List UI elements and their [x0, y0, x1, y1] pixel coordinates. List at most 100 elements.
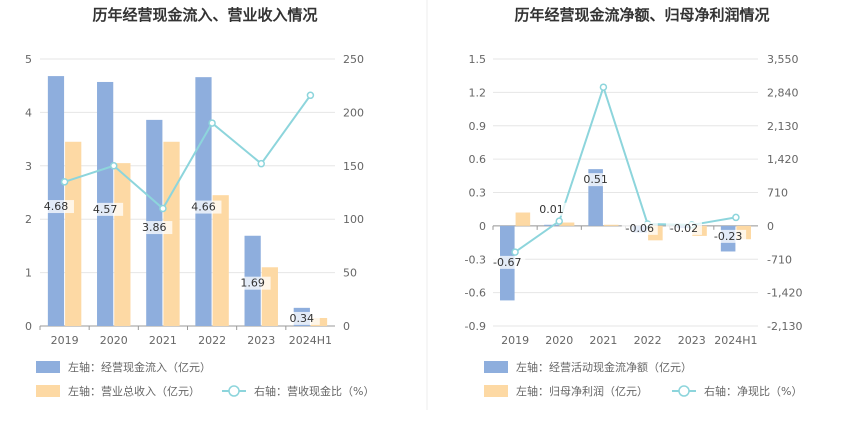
data-label: -0.06 [626, 222, 654, 235]
right-axis-tick-label: -2,130 [767, 320, 802, 333]
data-label-bg [185, 200, 222, 214]
data-label-bg [87, 202, 124, 216]
legend-label: 左轴：归母净利润（亿元） [516, 384, 648, 398]
bar-secondary [515, 212, 531, 226]
data-label: 0.34 [290, 312, 315, 325]
legend-bar-swatch [36, 361, 60, 373]
right-axis-tick-label: 3,550 [767, 53, 799, 66]
right-axis-tick-label: 2,130 [767, 120, 799, 133]
bar-secondary [559, 222, 575, 226]
right-axis-tick-label: 200 [343, 106, 364, 119]
ratio-point [257, 159, 265, 168]
right-axis-tick-label: 2,840 [767, 86, 799, 99]
left-axis-tick-label: -0.6 [465, 287, 486, 300]
category-label: 2019 [51, 334, 79, 347]
bar-secondary [212, 195, 229, 326]
data-label: -0.23 [714, 230, 742, 243]
chart-netflow-profit: 历年经营现金流净额、归母净利润情况 -0.9 -0.6 -0.3 0 0.3 0.6 0.9 1… [465, 6, 803, 398]
bar-secondary [603, 224, 619, 226]
data-label: -0.67 [493, 256, 521, 269]
left-axis-tick-label: -0.9 [465, 320, 486, 333]
ratio-point [511, 248, 519, 256]
legend-label: 右轴：营收现金比（%） [254, 384, 374, 398]
left-axis-tick-label: 0.6 [469, 153, 487, 166]
chart-inflow-revenue: 历年经营现金流入、营业收入情况0123450501001502002502019… [25, 6, 374, 398]
legend-bar-swatch [36, 385, 60, 397]
category-label: 2021 [149, 334, 177, 347]
data-label: 0.51 [583, 173, 608, 186]
chart-title: 历年经营现金流入、营业收入情况 [92, 6, 317, 24]
ratio-point [306, 91, 315, 100]
left-axis-tick-label: 0.3 [469, 187, 487, 200]
ratio-point [555, 217, 563, 225]
data-label-bg [283, 311, 320, 325]
category-label: 2022 [198, 334, 226, 347]
left-axis-tick-label: 5 [25, 53, 32, 66]
ratio-point [732, 213, 740, 222]
data-label-bg [533, 202, 570, 216]
category-label: 2024H1 [714, 334, 757, 347]
left-axis-tick-label: 4 [25, 106, 32, 119]
legend-label: 左轴：经营现金流入（亿元） [68, 360, 211, 374]
ratio-point [110, 162, 118, 170]
category-label: 2020 [100, 334, 128, 347]
data-label-bg [577, 173, 614, 187]
data-label-bg [234, 276, 271, 290]
legend-line-marker [678, 385, 690, 397]
right-axis-tick-label: 0 [343, 320, 350, 333]
right-axis-tick-label: 1,420 [767, 153, 799, 166]
bar-secondary [65, 141, 82, 326]
data-label: 4.57 [93, 203, 118, 216]
data-label-bg [665, 221, 702, 235]
left-axis-tick-label: 0 [479, 220, 486, 233]
data-label: 4.68 [44, 200, 69, 213]
legend-line-marker [228, 385, 240, 397]
right-axis-tick-label: -710 [767, 253, 792, 266]
left-axis-tick-label: 1.2 [469, 86, 487, 99]
legend-bar-swatch [484, 361, 508, 373]
data-label: 0.01 [539, 203, 564, 216]
data-label: -0.02 [670, 222, 698, 235]
data-label: 3.86 [142, 221, 167, 234]
legend-bar-swatch [484, 385, 508, 397]
category-label: 2022 [634, 334, 662, 347]
ratio-point [159, 204, 167, 213]
right-axis-tick-label: 150 [343, 160, 364, 173]
data-label-bg [710, 229, 747, 243]
right-axis-tick-label: 250 [343, 53, 364, 66]
data-label-bg [37, 200, 74, 214]
category-label: 2021 [589, 334, 617, 347]
bar-secondary [114, 163, 131, 326]
left-axis-tick-label: 1.5 [469, 53, 487, 66]
left-axis-tick-label: 3 [25, 160, 32, 173]
left-axis-tick-label: -0.3 [465, 253, 486, 266]
category-label: 2023 [247, 334, 275, 347]
right-axis-tick-label: -1,420 [767, 287, 802, 300]
category-label: 2024H1 [289, 334, 332, 347]
right-axis-tick-label: 50 [343, 267, 357, 280]
left-axis-tick-label: 1 [25, 267, 32, 280]
legend-label: 右轴：净现比（%） [704, 384, 802, 398]
data-label: 1.69 [240, 277, 265, 290]
data-label: 4.66 [191, 201, 216, 214]
right-axis-tick-label: 100 [343, 213, 364, 226]
right-axis-tick-label: 0 [767, 220, 774, 233]
legend-label: 左轴：经营活动现金流净额（亿元） [516, 360, 692, 374]
ratio-point [60, 178, 69, 186]
category-label: 2019 [501, 334, 529, 347]
data-label-bg [621, 221, 658, 235]
ratio-point [599, 83, 608, 91]
category-label: 2023 [678, 334, 706, 347]
left-axis-tick-label: 0 [25, 320, 32, 333]
right-axis-tick-label: 710 [767, 187, 788, 200]
bar-primary [544, 224, 559, 226]
left-axis-tick-label: 0.9 [469, 120, 487, 133]
category-label: 2020 [545, 334, 573, 347]
legend-label: 左轴：营业总收入（亿元） [68, 384, 200, 398]
ratio-point [208, 119, 216, 127]
ratio-line [64, 94, 312, 211]
data-label-bg [489, 255, 526, 269]
left-axis-tick-label: 2 [25, 213, 32, 226]
chart-title: 历年经营现金流净额、归母净利润情况 [514, 6, 769, 24]
